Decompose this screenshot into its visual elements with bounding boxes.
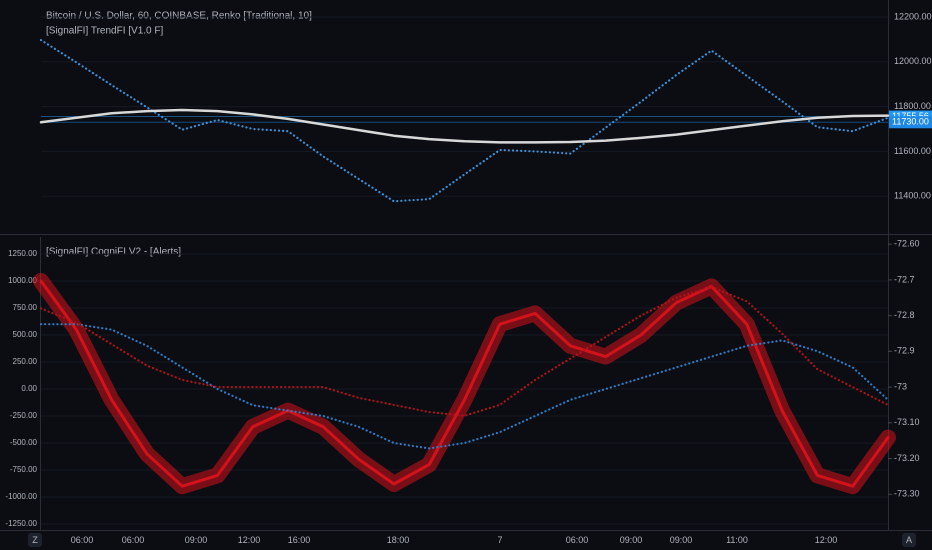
series-line [39,279,890,488]
y2-tick-label: -73.10 [894,417,920,427]
series-line [39,39,890,203]
y2-tick-label: -73.30 [894,489,920,499]
y-tick-label: 12000.00 [894,56,932,66]
x-tick-label: 09:00 [670,535,693,545]
series-line [39,108,890,144]
y-tick-label: -250.00 [10,411,38,420]
y-tick-label: 0.00 [21,384,37,393]
price-label-bg [889,116,932,129]
auto-scale-button[interactable] [902,533,916,547]
zoom-icon: Z [32,535,38,545]
x-tick-label: 06:00 [122,535,145,545]
y2-tick-label: -72.8 [894,310,915,320]
x-tick-label: 16:00 [288,535,311,545]
y-tick-label: 750.00 [13,303,38,312]
x-tick-label: 12:00 [238,535,261,545]
y2-tick-label: -73.20 [894,453,920,463]
y-tick-label: 11800.00 [894,101,931,111]
y-tick-label: 1250.00 [8,249,37,258]
y-tick-label: -1250.00 [5,519,37,528]
series-line [39,323,890,450]
x-tick-label: 09:00 [185,535,208,545]
price-label: 11755.56 [892,111,929,121]
y-tick-label: 1000.00 [8,276,37,285]
y2-tick-label: -72.7 [894,274,915,284]
auto-icon: A [906,535,912,545]
y-tick-label: 11400.00 [894,191,931,201]
x-tick-label: 7 [497,535,502,545]
y-tick-label: 500.00 [13,330,38,339]
x-tick-label: 12:00 [815,535,838,545]
y-tick-label: -750.00 [10,465,38,474]
y-tick-label: -500.00 [10,438,38,447]
y2-tick-label: -73 [894,381,907,391]
y-tick-label: 12200.00 [894,11,932,21]
indicator-title: [SignalFI] TrendFI [V1.0 F] [46,26,163,37]
zoom-button[interactable] [28,533,42,547]
y-tick-label: 250.00 [13,357,38,366]
series-line [39,285,890,417]
y2-tick-label: -72.9 [894,346,915,356]
indicator-title: [SignalFI] CogniFI V2 - [Alerts] [46,247,181,258]
y-tick-label: -1000.00 [5,492,37,501]
y-tick-label: 11600.00 [894,146,931,156]
x-tick-label: 09:00 [620,535,643,545]
x-tick-label: 06:00 [566,535,589,545]
chart-title: Bitcoin / U.S. Dollar, 60, COINBASE, Ren… [46,11,312,22]
x-tick-label: 11:00 [726,535,748,545]
x-tick-label: 06:00 [71,535,94,545]
y2-tick-label: -72.60 [894,239,920,249]
price-label: 11730.00 [892,117,929,127]
x-tick-label: 18:00 [387,535,410,545]
